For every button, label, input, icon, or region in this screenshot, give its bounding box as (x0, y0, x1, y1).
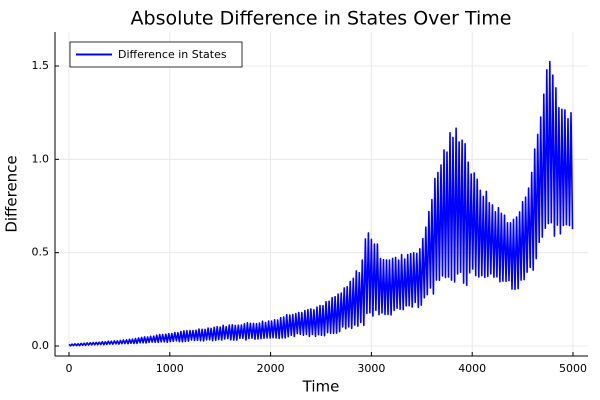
legend: Difference in States (69, 41, 243, 68)
chart-title: Absolute Difference in States Over Time (131, 8, 512, 30)
legend-label: Difference in States (118, 48, 227, 61)
x-tick-label: 3000 (357, 362, 385, 375)
y-tick-label: 0.0 (32, 339, 50, 352)
x-tick-label: 4000 (458, 362, 486, 375)
x-axis-label: Time (302, 378, 340, 396)
series-line-0 (68, 60, 574, 347)
x-tick-label: 2000 (257, 362, 285, 375)
y-tick-label: 1.5 (32, 59, 50, 72)
y-tick-label: 0.5 (32, 246, 50, 259)
y-axis-label: Difference (3, 155, 21, 232)
y-tick-label: 1.0 (32, 152, 50, 165)
x-tick-label: 1000 (156, 362, 184, 375)
x-tick-label: 5000 (559, 362, 587, 375)
x-tick-label: 0 (66, 362, 73, 375)
